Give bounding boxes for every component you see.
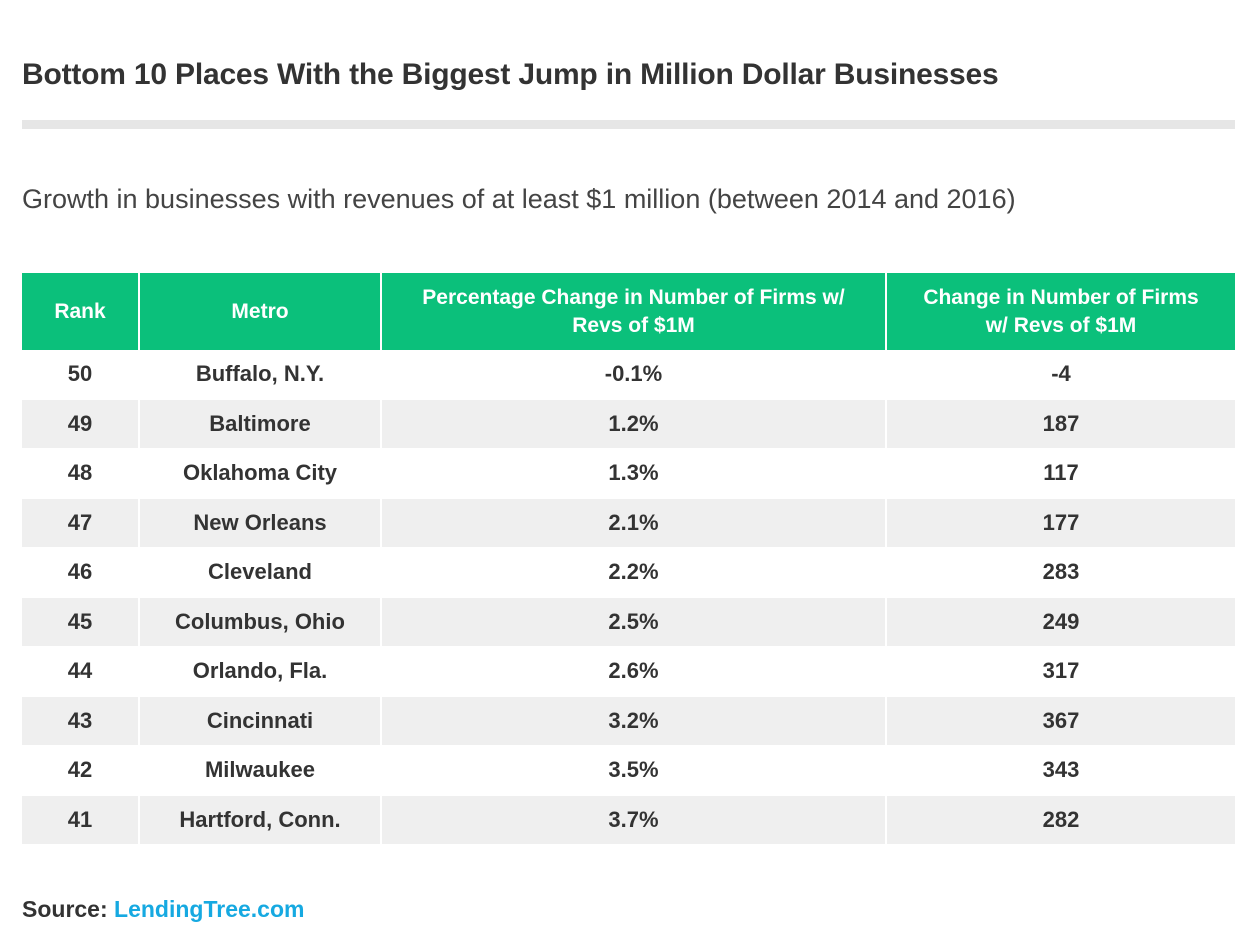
- cell-rank: 48: [22, 448, 140, 499]
- cell-percentage-change: 2.5%: [381, 597, 887, 647]
- cell-change-count: 117: [886, 448, 1235, 499]
- column-header-percentage-change: Percentage Change in Number of Firms w/ …: [381, 273, 887, 350]
- cell-rank: 46: [22, 547, 140, 598]
- cell-rank: 41: [22, 795, 140, 845]
- title-divider: [22, 120, 1235, 129]
- data-table: Rank Metro Percentage Change in Number o…: [22, 273, 1235, 845]
- cell-percentage-change: 1.3%: [381, 448, 887, 499]
- table-body: 50 Buffalo, N.Y. -0.1% -4 49 Baltimore 1.2% 187…: [22, 350, 1235, 845]
- cell-change-count: -4: [886, 350, 1235, 400]
- table-row: 48 Oklahoma City 1.3% 117: [22, 448, 1235, 499]
- column-header-rank: Rank: [22, 273, 140, 350]
- cell-metro: Columbus, Ohio: [139, 597, 382, 647]
- chart-subtitle: Growth in businesses with revenues of at…: [22, 184, 1016, 214]
- cell-metro: Hartford, Conn.: [139, 795, 382, 845]
- cell-metro: New Orleans: [139, 498, 382, 548]
- cell-metro: Cleveland: [139, 547, 382, 598]
- table-row: 49 Baltimore 1.2% 187: [22, 399, 1235, 449]
- cell-percentage-change: -0.1%: [381, 350, 887, 400]
- column-header-change-count: Change in Number of Firms w/ Revs of $1M: [886, 273, 1235, 350]
- cell-rank: 47: [22, 498, 140, 548]
- cell-rank: 43: [22, 696, 140, 746]
- cell-rank: 49: [22, 399, 140, 449]
- cell-metro: Milwaukee: [139, 745, 382, 796]
- cell-change-count: 177: [886, 498, 1235, 548]
- table-row: 46 Cleveland 2.2% 283: [22, 547, 1235, 598]
- cell-metro: Oklahoma City: [139, 448, 382, 499]
- source-label: Source:: [22, 896, 108, 922]
- cell-change-count: 282: [886, 795, 1235, 845]
- table-row: 41 Hartford, Conn. 3.7% 282: [22, 795, 1235, 845]
- column-header-metro: Metro: [139, 273, 382, 350]
- cell-metro: Baltimore: [139, 399, 382, 449]
- table-row: 43 Cincinnati 3.2% 367: [22, 696, 1235, 746]
- source-note: Source: LendingTree.com: [22, 896, 304, 923]
- cell-change-count: 187: [886, 399, 1235, 449]
- cell-rank: 45: [22, 597, 140, 647]
- table-row: 50 Buffalo, N.Y. -0.1% -4: [22, 350, 1235, 400]
- cell-change-count: 317: [886, 646, 1235, 697]
- cell-percentage-change: 2.2%: [381, 547, 887, 598]
- cell-metro: Orlando, Fla.: [139, 646, 382, 697]
- cell-percentage-change: 3.2%: [381, 696, 887, 746]
- cell-change-count: 367: [886, 696, 1235, 746]
- cell-rank: 42: [22, 745, 140, 796]
- cell-percentage-change: 2.1%: [381, 498, 887, 548]
- cell-change-count: 343: [886, 745, 1235, 796]
- source-link[interactable]: LendingTree.com: [114, 896, 305, 922]
- cell-percentage-change: 1.2%: [381, 399, 887, 449]
- table-row: 42 Milwaukee 3.5% 343: [22, 745, 1235, 796]
- table-row: 47 New Orleans 2.1% 177: [22, 498, 1235, 548]
- cell-percentage-change: 3.7%: [381, 795, 887, 845]
- chart-title: Bottom 10 Places With the Biggest Jump i…: [22, 58, 999, 91]
- cell-percentage-change: 3.5%: [381, 745, 887, 796]
- table-row: 44 Orlando, Fla. 2.6% 317: [22, 646, 1235, 697]
- table-row: 45 Columbus, Ohio 2.5% 249: [22, 597, 1235, 647]
- cell-metro: Cincinnati: [139, 696, 382, 746]
- cell-rank: 44: [22, 646, 140, 697]
- cell-change-count: 283: [886, 547, 1235, 598]
- cell-rank: 50: [22, 350, 140, 400]
- cell-change-count: 249: [886, 597, 1235, 647]
- header-row: Rank Metro Percentage Change in Number o…: [22, 273, 1235, 350]
- cell-percentage-change: 2.6%: [381, 646, 887, 697]
- cell-metro: Buffalo, N.Y.: [139, 350, 382, 400]
